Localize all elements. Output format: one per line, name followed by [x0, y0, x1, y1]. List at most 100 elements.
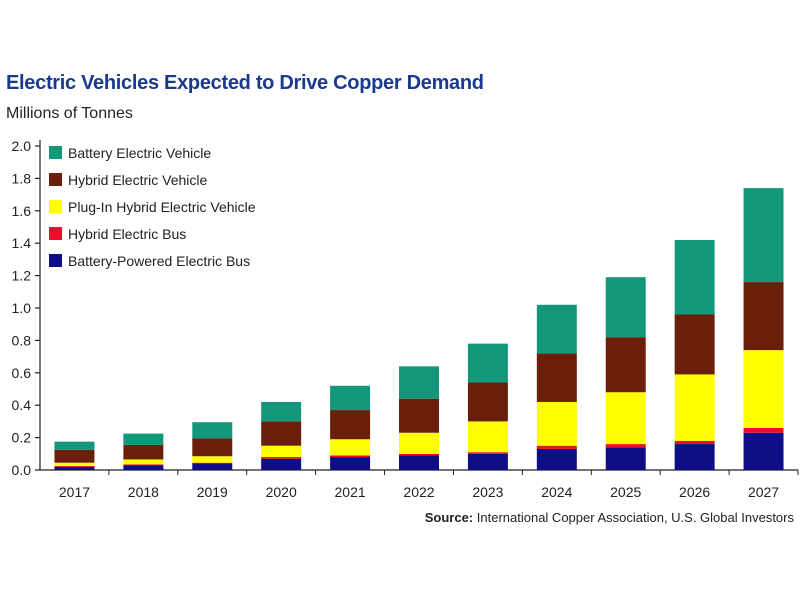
bar-segment: [54, 449, 95, 463]
chart-legend: Battery Electric Vehicle Hybrid Electric …: [49, 145, 256, 269]
bar-segment: [467, 343, 508, 383]
y-tick-label: 0.0: [12, 462, 32, 478]
x-tick-label: 2019: [197, 484, 228, 500]
x-axis: 2017 2018 2019 2020 2021 2022 2023 2024 2025 2026…: [40, 469, 799, 500]
bar-segment: [743, 188, 784, 283]
x-tick-label: 2025: [610, 484, 641, 500]
bar-segment: [467, 452, 508, 454]
bar-segment: [192, 462, 233, 464]
legend-swatch: [49, 254, 62, 267]
bar-segment: [330, 385, 371, 411]
bar-segment: [330, 455, 371, 458]
y-tick-label: 0.8: [12, 332, 32, 348]
bar-segment: [261, 445, 302, 458]
y-tick-label: 1.8: [12, 170, 32, 186]
y-tick-label: 1.4: [12, 235, 32, 251]
x-tick-label: 2027: [748, 484, 779, 500]
bar-segment: [54, 466, 95, 470]
bar-segment: [261, 458, 302, 470]
x-tick-label: 2026: [679, 484, 710, 500]
bar-segment: [536, 445, 577, 449]
bar-segment: [399, 453, 439, 456]
bar-segment: [536, 304, 577, 354]
y-tick-label: 0.4: [12, 397, 32, 413]
bar-segment: [399, 398, 439, 433]
bar-segment: [399, 366, 439, 399]
bar-stack: [54, 441, 95, 470]
bar-segment: [54, 462, 95, 466]
bar-stack: [467, 343, 508, 470]
x-tick-label: 2022: [403, 484, 434, 500]
y-tick-label: 0.2: [12, 430, 32, 446]
legend-swatch: [49, 146, 62, 159]
legend-label: Battery-Powered Electric Bus: [68, 253, 250, 269]
bar-stack: [743, 188, 784, 470]
bar-segment: [192, 463, 233, 470]
bar-segment: [674, 314, 715, 375]
bar-segment: [123, 433, 164, 445]
bar-segment: [605, 277, 646, 338]
x-tick-label: 2021: [335, 484, 366, 500]
bar-stack: [192, 422, 233, 470]
bar-segment: [399, 455, 439, 470]
y-tick-label: 1.0: [12, 300, 32, 316]
x-tick-label: 2024: [541, 484, 572, 500]
x-tick-label: 2018: [128, 484, 159, 500]
bar-segment: [536, 448, 577, 470]
legend-label: Battery Electric Vehicle: [68, 145, 211, 161]
bar-segment: [605, 447, 646, 470]
bar-segment: [536, 401, 577, 446]
y-tick-label: 0.6: [12, 365, 32, 381]
chart-title: Electric Vehicles Expected to Drive Copp…: [6, 72, 484, 94]
bar-segment: [399, 432, 439, 454]
bar-segment: [123, 459, 164, 465]
source-text: International Copper Association, U.S. G…: [476, 510, 794, 525]
source-label: Source:: [424, 510, 474, 525]
bar-segment: [330, 439, 371, 456]
bar-segment: [743, 282, 784, 351]
bar-segment: [467, 382, 508, 422]
bar-segment: [192, 456, 233, 463]
bar-segment: [743, 350, 784, 428]
bar-segment: [54, 465, 95, 467]
legend-swatch: [49, 227, 62, 240]
bar-segment: [674, 440, 715, 445]
bar-segment: [54, 441, 95, 450]
bar-segment: [674, 239, 715, 315]
legend-label: Hybrid Electric Bus: [68, 226, 186, 242]
bar-segment: [330, 410, 371, 440]
legend-label: Hybrid Electric Vehicle: [68, 172, 207, 188]
bar-segment: [743, 432, 784, 470]
x-tick-label: 2020: [266, 484, 297, 500]
bar-segment: [192, 438, 233, 457]
x-tick-label: 2023: [472, 484, 503, 500]
legend-swatch: [49, 173, 62, 186]
bars: [54, 188, 784, 470]
bar-segment: [467, 453, 508, 470]
bar-stack: [123, 433, 164, 470]
bar-segment: [261, 401, 302, 422]
bar-segment: [123, 444, 164, 460]
y-axis: 0.0 0.2 0.4 0.6 0.8 1.0 1.2 1.4 1.6 1.8 2.0: [12, 138, 41, 478]
y-tick-label: 1.6: [12, 203, 32, 219]
bar-segment: [605, 392, 646, 445]
bar-stack: [330, 385, 371, 470]
chart-subtitle: Millions of Tonnes: [6, 105, 133, 122]
bar-segment: [261, 421, 302, 446]
bar-segment: [536, 353, 577, 402]
legend-swatch: [49, 200, 62, 213]
bar-segment: [674, 374, 715, 441]
bar-segment: [192, 422, 233, 439]
y-tick-label: 2.0: [12, 138, 32, 154]
bar-segment: [261, 457, 302, 459]
bar-segment: [674, 444, 715, 470]
bar-stack: [399, 366, 439, 470]
bar-stack: [536, 304, 577, 470]
bar-segment: [743, 427, 784, 433]
x-tick-label: 2017: [59, 484, 90, 500]
bar-segment: [123, 464, 164, 466]
bar-segment: [605, 337, 646, 393]
bar-stack: [261, 401, 302, 470]
bar-segment: [123, 465, 164, 470]
